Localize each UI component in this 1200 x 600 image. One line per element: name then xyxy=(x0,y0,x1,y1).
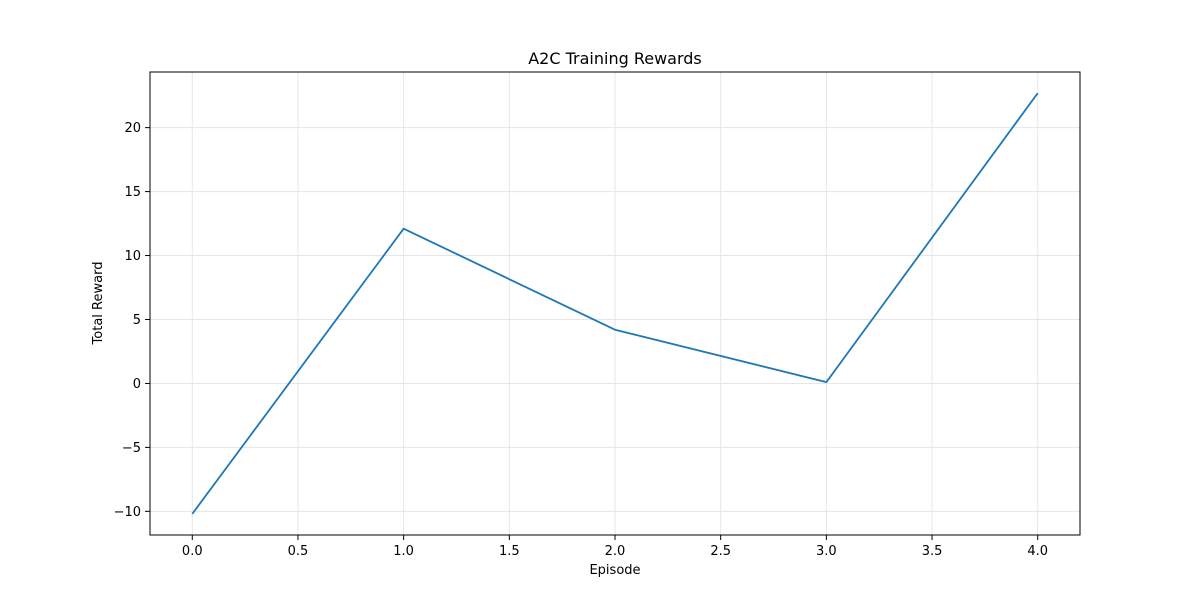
y-tick-label: 20 xyxy=(124,121,141,136)
y-axis-label: Total Reward xyxy=(91,262,106,346)
x-tick-label: 1.5 xyxy=(499,544,520,559)
x-axis-label: Episode xyxy=(589,563,640,578)
y-ticks: −10 −5 0 5 10 15 20 xyxy=(114,121,150,520)
x-tick-label: 3.0 xyxy=(816,544,837,559)
y-tick-label: 0 xyxy=(133,377,141,392)
x-tick-label: 0.5 xyxy=(288,544,309,559)
y-tick-label: 10 xyxy=(124,249,141,264)
y-tick-label: 5 xyxy=(133,313,141,328)
grid xyxy=(150,72,1080,535)
x-ticks: 0.0 0.5 1.0 1.5 2.0 2.5 3.0 3.5 4.0 xyxy=(182,535,1048,559)
x-tick-label: 1.0 xyxy=(393,544,414,559)
x-tick-label: 2.5 xyxy=(710,544,731,559)
series-line xyxy=(191,92,1039,515)
x-tick-label: 3.5 xyxy=(922,544,943,559)
y-tick-label: 15 xyxy=(124,185,141,200)
x-tick-label: 0.0 xyxy=(182,544,203,559)
x-tick-label: 4.0 xyxy=(1027,544,1048,559)
x-tick-label: 2.0 xyxy=(605,544,626,559)
chart-title: A2C Training Rewards xyxy=(528,49,702,68)
series-group xyxy=(191,92,1039,515)
y-tick-label: −5 xyxy=(122,441,141,456)
y-tick-label: −10 xyxy=(114,505,141,520)
